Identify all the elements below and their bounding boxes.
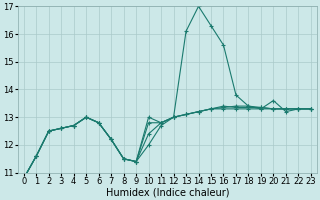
X-axis label: Humidex (Indice chaleur): Humidex (Indice chaleur): [106, 187, 229, 197]
